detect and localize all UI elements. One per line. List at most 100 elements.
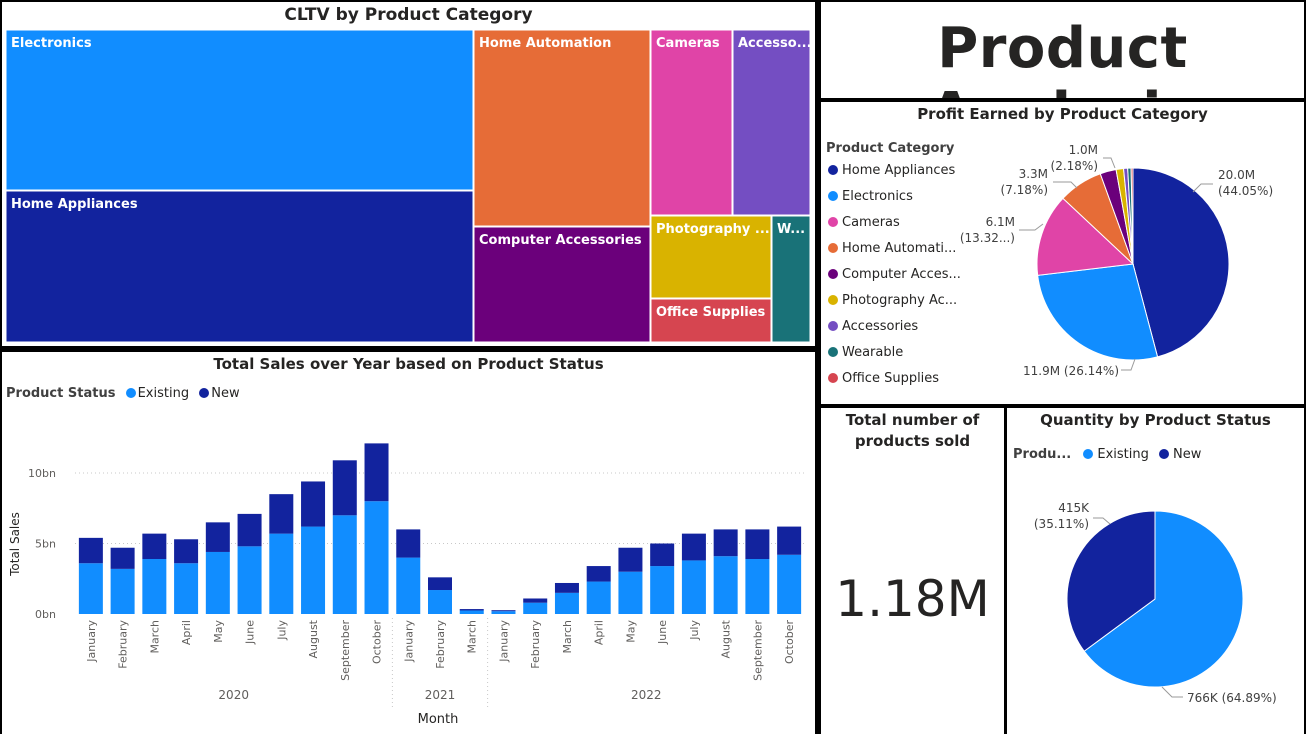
bar-segment-new[interactable] — [142, 533, 167, 560]
bar-segment-new[interactable] — [618, 547, 643, 572]
bar-july[interactable] — [681, 533, 706, 614]
bar-september[interactable] — [745, 529, 770, 614]
pie-slice-cameras[interactable] — [1036, 197, 1135, 276]
legend-item-photography-ac[interactable]: Photography Ac... — [826, 292, 961, 318]
legend-item-wearable[interactable]: Wearable — [826, 344, 961, 370]
bar-segment-existing[interactable] — [554, 592, 579, 614]
bar-october[interactable] — [364, 443, 389, 614]
treemap-tile-office-supplies[interactable]: Office Supplies — [650, 298, 772, 343]
bar-segment-existing[interactable] — [110, 568, 135, 614]
bar-segment-new[interactable] — [364, 443, 389, 502]
legend-dot — [828, 243, 838, 253]
title-panel: Product Analysis — [821, 2, 1304, 98]
bar-april[interactable] — [586, 566, 611, 614]
bar-june[interactable] — [237, 513, 262, 614]
treemap-tile-home-automation[interactable]: Home Automation — [473, 29, 651, 227]
treemap-tile-w[interactable]: W... — [771, 215, 811, 343]
bar-segment-existing[interactable] — [78, 563, 103, 614]
bar-segment-new[interactable] — [745, 529, 770, 560]
bar-segment-existing[interactable] — [174, 563, 199, 614]
bar-segment-existing[interactable] — [332, 515, 357, 614]
bar-august[interactable] — [301, 481, 326, 614]
bar-segment-existing[interactable] — [142, 559, 167, 614]
bar-august[interactable] — [713, 529, 738, 614]
legend-item-computer-acces[interactable]: Computer Acces... — [826, 266, 961, 292]
legend-item-electronics[interactable]: Electronics — [826, 188, 961, 214]
treemap-tile-cameras[interactable]: Cameras — [650, 29, 733, 216]
bar-segment-existing[interactable] — [237, 546, 262, 614]
bar-segment-existing[interactable] — [586, 581, 611, 614]
bar-segment-existing[interactable] — [681, 560, 706, 614]
bar-segment-new[interactable] — [301, 481, 326, 527]
bar-segment-new[interactable] — [332, 460, 357, 516]
bar-april[interactable] — [174, 539, 199, 614]
bar-february[interactable] — [428, 577, 452, 614]
quantity-pie-legend: Produ... Existing New — [1013, 447, 1201, 462]
pie-slice-home-appliances[interactable] — [1132, 167, 1230, 358]
bar-may[interactable] — [618, 547, 643, 614]
x-tick-label: October — [371, 620, 384, 664]
treemap-tile-computer-accessories[interactable]: Computer Accessories — [473, 226, 651, 343]
legend-item-office-supplies[interactable]: Office Supplies — [826, 370, 961, 396]
kpi-value: 1.18M — [835, 570, 990, 628]
treemap-tile-photography[interactable]: Photography ... — [650, 215, 772, 299]
x-tick-label: June — [244, 620, 257, 645]
bar-september[interactable] — [332, 460, 357, 614]
legend-item-home-automati[interactable]: Home Automati... — [826, 240, 961, 266]
bar-segment-existing[interactable] — [269, 533, 294, 614]
bar-segment-existing[interactable] — [396, 557, 421, 614]
bar-segment-new[interactable] — [428, 577, 452, 591]
bar-segment-existing[interactable] — [205, 551, 230, 614]
treemap-title: CLTV by Product Category — [284, 5, 533, 25]
bar-segment-new[interactable] — [523, 598, 548, 603]
bar-october[interactable] — [777, 526, 802, 614]
pie-slice-electronics[interactable] — [1037, 263, 1159, 361]
bar-segment-existing[interactable] — [745, 559, 770, 614]
bar-segment-new[interactable] — [110, 547, 135, 569]
bar-segment-existing[interactable] — [713, 556, 738, 614]
bar-segment-new[interactable] — [78, 537, 103, 564]
bar-segment-new[interactable] — [174, 539, 199, 564]
bar-march[interactable] — [554, 582, 579, 614]
treemap-tile-electronics[interactable]: Electronics — [5, 29, 474, 191]
bar-segment-existing[interactable] — [364, 501, 389, 614]
pie-slice-office-supplies[interactable] — [1130, 167, 1134, 265]
bar-segment-new[interactable] — [681, 533, 706, 561]
treemap-tile-accesso[interactable]: Accesso... — [732, 29, 812, 216]
bar-segment-existing[interactable] — [650, 566, 675, 614]
bar-segment-existing[interactable] — [618, 571, 643, 614]
bar-segment-new[interactable] — [554, 582, 579, 593]
bar-segment-new[interactable] — [491, 610, 516, 612]
bar-segment-existing[interactable] — [777, 554, 802, 614]
legend-item-home-appliances[interactable]: Home Appliances — [826, 162, 961, 188]
bar-segment-existing[interactable] — [301, 526, 326, 614]
bar-may[interactable] — [205, 522, 230, 614]
bar-march[interactable] — [459, 609, 484, 614]
bar-segment-new[interactable] — [713, 529, 738, 557]
bar-segment-new[interactable] — [777, 526, 802, 555]
bar-segment-new[interactable] — [269, 494, 294, 534]
bar-segment-new[interactable] — [459, 609, 484, 611]
bar-segment-new[interactable] — [205, 522, 230, 552]
bar-segment-new[interactable] — [650, 543, 675, 567]
bar-segment-new[interactable] — [396, 529, 421, 558]
bar-segment-existing[interactable] — [523, 602, 548, 614]
bar-june[interactable] — [650, 543, 675, 615]
bar-segment-existing[interactable] — [491, 611, 516, 614]
bar-segment-new[interactable] — [586, 566, 611, 582]
bar-segment-existing[interactable] — [459, 610, 484, 614]
bar-july[interactable] — [269, 494, 294, 614]
legend-item-accessories[interactable]: Accessories — [826, 318, 961, 344]
bar-february[interactable] — [110, 547, 135, 614]
bar-march[interactable] — [142, 533, 167, 614]
bar-february[interactable] — [523, 598, 548, 614]
pie-slice-existing[interactable] — [1083, 510, 1244, 688]
bar-segment-existing[interactable] — [428, 590, 452, 614]
bar-january[interactable] — [78, 537, 103, 614]
pie-slice-new[interactable] — [1066, 510, 1156, 652]
bar-january[interactable] — [491, 610, 516, 614]
bar-january[interactable] — [396, 529, 421, 614]
treemap-tile-home-appliances[interactable]: Home Appliances — [5, 190, 474, 343]
legend-item-cameras[interactable]: Cameras — [826, 214, 961, 240]
bar-segment-new[interactable] — [237, 513, 262, 547]
